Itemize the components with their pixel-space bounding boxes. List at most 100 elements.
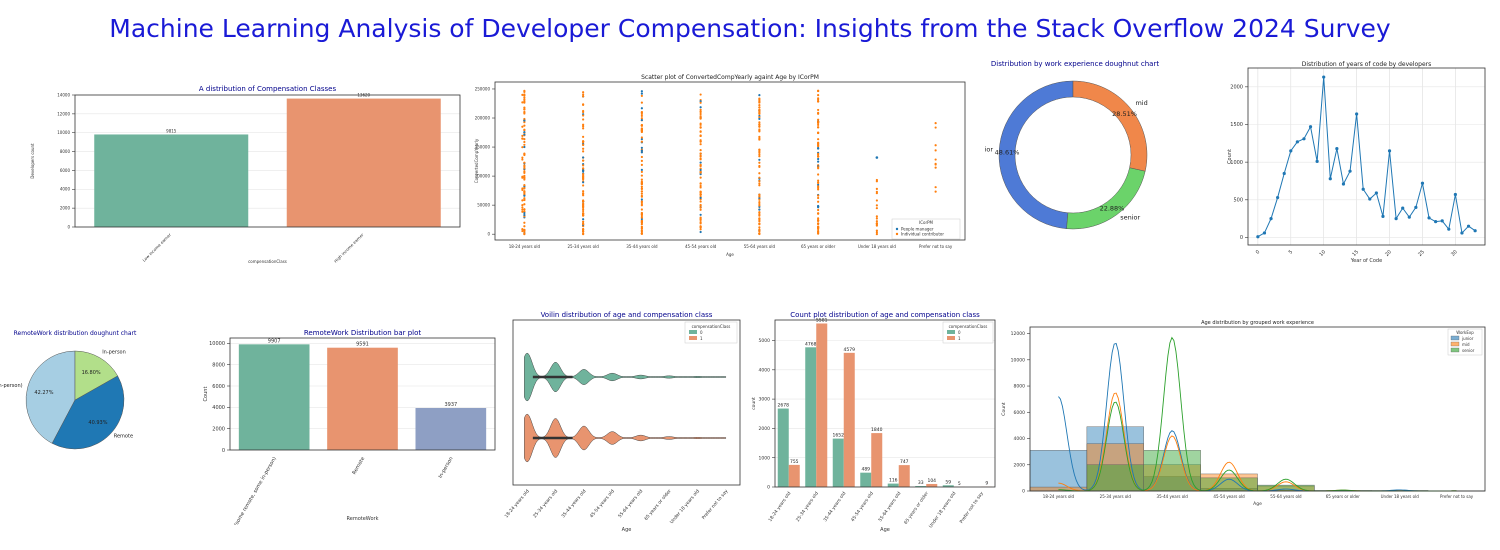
line-point	[1322, 75, 1326, 79]
scatter-point	[875, 229, 878, 232]
scatter-point	[523, 229, 526, 232]
legend-box	[684, 321, 738, 344]
scatter-point	[817, 196, 820, 200]
scatter-point	[523, 161, 526, 164]
y-tick-label: 2000	[212, 426, 225, 432]
chart-title: RemoteWork distribution doughunt chart	[14, 330, 137, 337]
x-tick-label: 18-24 years old	[509, 244, 541, 249]
y-tick-label: 14000	[57, 92, 70, 97]
scatter-point	[582, 227, 585, 231]
scatter-point	[758, 230, 761, 233]
scatter-point	[934, 166, 937, 169]
scatter-point	[699, 226, 702, 229]
scatter-point	[640, 198, 643, 201]
x-axis-label: Age	[1253, 501, 1262, 507]
x-tick-label: Prefer not to say	[959, 490, 986, 524]
scatter-point	[699, 122, 702, 125]
chart-title: A distribution of Compensation Classes	[199, 85, 337, 93]
scatter-point	[875, 156, 879, 159]
chart-title: RemoteWork Distribution bar plot	[304, 329, 422, 337]
bar	[777, 408, 789, 487]
x-tick-label: 0	[1255, 249, 1261, 255]
scatter-point	[817, 108, 820, 112]
scatter-point	[582, 170, 585, 173]
scatter-point	[699, 228, 702, 231]
y-tick-label: 4000	[212, 405, 225, 411]
scatter-point	[758, 228, 761, 231]
x-tick-label: 18-24 years old	[767, 491, 792, 523]
scatter-point	[875, 217, 878, 220]
plot-frame	[1029, 326, 1486, 492]
scatter-point	[817, 94, 820, 97]
scatter-point	[640, 208, 643, 211]
line-point	[1328, 177, 1332, 181]
scatter-point	[582, 194, 585, 197]
x-axis-label: compensationClass	[248, 259, 287, 264]
line-point	[1302, 137, 1306, 141]
scatter-point	[817, 100, 820, 103]
scatter-point	[640, 168, 643, 171]
line-point	[1276, 195, 1280, 200]
scatter-point	[758, 195, 761, 198]
scatter-point	[640, 90, 643, 93]
scatter-point	[521, 175, 524, 178]
scatter-point	[758, 219, 761, 223]
scatter-point	[640, 118, 643, 122]
scatter-point	[817, 183, 820, 186]
scatter-point	[758, 148, 761, 151]
line-point	[1308, 125, 1313, 129]
scatter-point	[934, 149, 937, 152]
scatter-point	[523, 128, 526, 132]
bar-value-label: 2678	[778, 403, 790, 409]
x-tick-label: 25-34 years old	[795, 491, 820, 523]
scatter-point	[758, 104, 761, 107]
legend-swatch	[947, 336, 955, 340]
scatter-point	[758, 112, 761, 115]
pie-slice	[74, 350, 118, 401]
bar-value-label: 9591	[356, 342, 369, 348]
pie-pct-label: 48.61%	[995, 148, 1020, 156]
y-tick-label: 50000	[477, 203, 490, 208]
scatter-point	[523, 96, 526, 99]
y-tick-label: 4000	[1014, 436, 1026, 442]
scatter-point	[758, 99, 761, 102]
scatter-point	[875, 207, 878, 210]
pie-pct-label: 28.51%	[1112, 110, 1137, 118]
scatter-point	[640, 195, 643, 198]
scatter-point	[640, 174, 643, 177]
scatter-point	[582, 156, 585, 159]
x-axis-label: RemoteWork	[347, 516, 379, 522]
scatter-point	[699, 184, 702, 188]
scatter-point	[521, 158, 524, 161]
x-tick-label: 65 years or older	[643, 488, 672, 521]
x-tick-label: 65 years or older	[1326, 494, 1361, 499]
y-axis-label: Count	[1001, 402, 1007, 416]
y-axis-label: Count	[203, 387, 209, 402]
scatter-point	[640, 178, 643, 181]
y-tick-label: 0	[487, 232, 490, 237]
x-tick-label: 55-64 years old	[744, 244, 776, 249]
plot-frame	[774, 319, 996, 488]
experience-doughnut-chart: Distribution by work experience doughnut…	[985, 55, 1185, 245]
line-point	[1394, 217, 1398, 221]
line-point	[1466, 224, 1471, 228]
scatter-point	[523, 165, 526, 168]
scatter-point	[758, 176, 761, 179]
scatter-point	[758, 121, 761, 124]
scatter-point	[758, 202, 761, 206]
legend-title: compensationClass	[949, 324, 988, 329]
scatter-point	[523, 221, 526, 224]
line-point	[1473, 229, 1477, 233]
scatter-point	[523, 119, 526, 122]
scatter-point	[699, 171, 702, 174]
scatter-point	[640, 107, 643, 110]
y-tick-label: 0	[222, 448, 225, 454]
y-tick-label: 150000	[475, 144, 491, 149]
scatter-point	[699, 130, 702, 133]
scatter-point	[640, 111, 643, 114]
scatter-point	[640, 211, 643, 215]
scatter-point	[582, 172, 585, 176]
x-tick-label: Hybrid (some remote, some in-person)	[224, 456, 278, 525]
legend-title: ICorPM	[919, 220, 933, 225]
y-tick-label: 6000	[1014, 410, 1026, 416]
